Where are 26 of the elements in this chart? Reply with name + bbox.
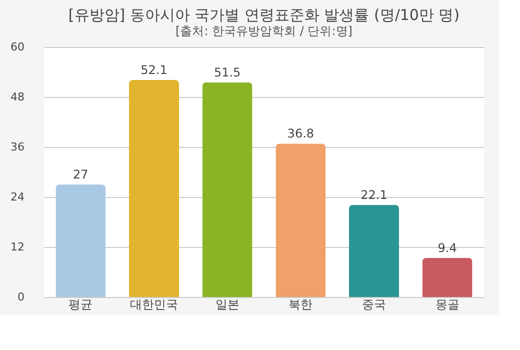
bar: [56, 184, 106, 297]
bar: [129, 80, 179, 297]
x-tick-label: 평균: [68, 298, 93, 312]
y-tick-label: 48: [10, 90, 24, 104]
data-label: 52.1: [140, 62, 168, 77]
x-tick-label: 중국: [362, 298, 386, 312]
data-label: 9.4: [438, 240, 457, 255]
data-label: 51.5: [214, 65, 241, 80]
y-tick-label: 24: [10, 190, 24, 204]
bar: [349, 204, 399, 297]
chart-title: [유방암] 동아시아 국가별 연령표준화 발생률 (명/10만 명): [68, 6, 460, 24]
x-tick-label: 북한: [288, 298, 313, 312]
data-label: 36.8: [287, 126, 314, 141]
y-tick-label: 60: [10, 40, 24, 54]
x-tick-label: 일본: [215, 298, 240, 312]
y-tick-label: 36: [10, 140, 24, 154]
bar: [422, 258, 472, 297]
x-tick-label: 대한민국: [130, 298, 178, 312]
bar: [276, 144, 326, 297]
x-tick-label: 몽골: [435, 298, 460, 312]
data-label: 27: [73, 168, 88, 182]
chart-subtitle: [출처: 한국유방암학회 / 단위:명]: [176, 24, 352, 38]
y-tick-label: 0: [18, 290, 24, 304]
bar: [202, 82, 252, 297]
data-label: 22.1: [360, 188, 388, 202]
y-tick-label: 12: [10, 240, 24, 254]
